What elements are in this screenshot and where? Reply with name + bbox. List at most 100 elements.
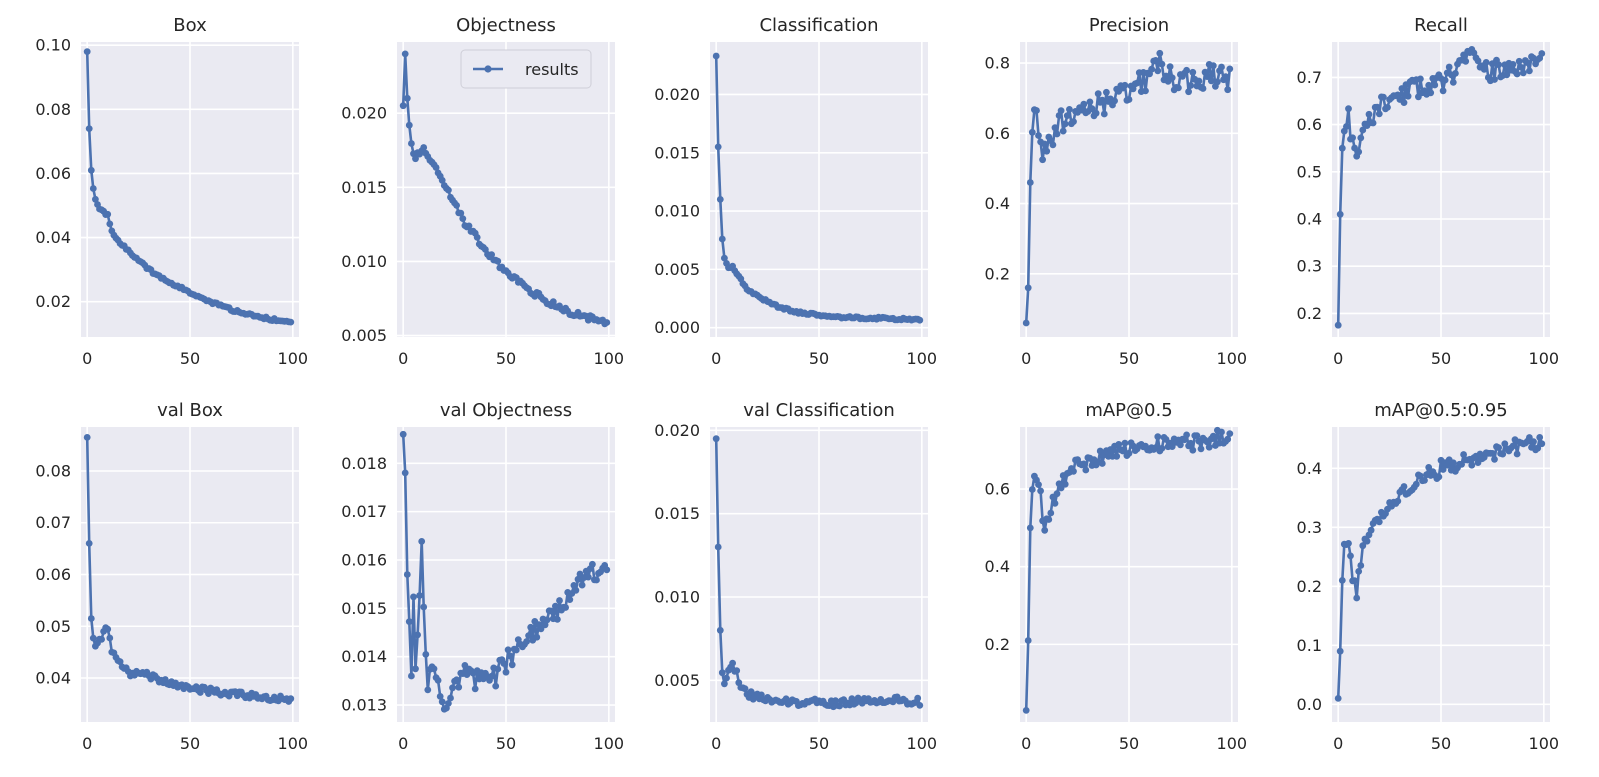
- data-point: [1491, 455, 1498, 463]
- x-tick-label: 50: [809, 734, 829, 753]
- data-point: [1369, 119, 1377, 127]
- data-point: [527, 623, 535, 631]
- data-point: [83, 434, 91, 441]
- data-point: [1033, 107, 1040, 114]
- data-point: [836, 702, 843, 710]
- data-point: [424, 686, 432, 694]
- data-point: [89, 634, 97, 642]
- data-point: [1495, 444, 1502, 451]
- x-tick-label: 0: [1021, 349, 1031, 368]
- data-point: [1425, 464, 1433, 471]
- panel-val-box: 0.04 0.05 0.06 0.07 0.08 0 50 100 val Box: [35, 400, 308, 753]
- data-point: [1367, 526, 1375, 534]
- y-tick-label: 0.016: [341, 550, 387, 569]
- chart-title: val Classification: [743, 400, 895, 421]
- data-point: [1400, 99, 1408, 106]
- data-point: [488, 672, 495, 680]
- data-point: [1519, 69, 1527, 77]
- data-point: [1059, 127, 1067, 135]
- data-point: [1334, 321, 1342, 329]
- data-point: [1142, 87, 1149, 95]
- x-tick-label: 100: [907, 349, 938, 368]
- data-point: [1482, 59, 1490, 66]
- data-point: [1024, 284, 1032, 292]
- data-point: [1189, 446, 1197, 454]
- data-point: [412, 155, 419, 163]
- data-point: [716, 196, 724, 203]
- data-point: [1222, 73, 1230, 80]
- data-point: [1183, 66, 1190, 74]
- data-point: [733, 667, 741, 674]
- data-point: [83, 48, 91, 55]
- data-point: [1524, 59, 1531, 66]
- data-point: [723, 674, 730, 682]
- x-tick-label: 100: [1217, 349, 1248, 368]
- y-tick-label: 0.020: [654, 421, 700, 440]
- data-point: [1355, 568, 1363, 575]
- data-point: [418, 538, 426, 545]
- x-tick-label: 50: [1119, 734, 1139, 753]
- x-tick-label: 100: [278, 349, 309, 368]
- data-point: [1061, 480, 1069, 488]
- data-point: [1154, 433, 1162, 441]
- panel-box: 0.02 0.04 0.06 0.08 0.10 0 50 100 Box: [35, 15, 308, 368]
- data-point: [1400, 483, 1408, 490]
- data-point: [447, 694, 454, 702]
- data-point: [1119, 447, 1127, 455]
- data-point: [1197, 445, 1205, 453]
- x-tick-label: 0: [711, 734, 721, 753]
- data-point: [408, 140, 415, 147]
- y-tick-label: 0.04: [35, 669, 71, 688]
- panel-precision: 0.2 0.4 0.6 0.8 0 50 100 Precision: [985, 15, 1248, 368]
- data-point: [1224, 86, 1232, 94]
- data-point: [584, 573, 592, 581]
- panel-val-objectness: 0.013 0.014 0.015 0.016 0.017 0.018 0 50 100 val …: [341, 400, 624, 753]
- data-point: [506, 652, 514, 660]
- chart-title: Classification: [759, 15, 878, 36]
- data-point: [1088, 105, 1096, 113]
- data-point: [1226, 65, 1234, 73]
- data-point: [1053, 130, 1061, 138]
- data-point: [1094, 90, 1102, 98]
- x-tick-label: 0: [398, 349, 408, 368]
- y-tick-label: 0.010: [654, 588, 700, 607]
- data-point: [1351, 577, 1358, 585]
- data-point: [1103, 88, 1110, 96]
- data-point: [1125, 96, 1133, 103]
- data-point: [436, 693, 444, 700]
- data-point: [572, 586, 580, 594]
- data-point: [718, 669, 726, 677]
- data-point: [1499, 450, 1507, 458]
- data-point: [104, 210, 112, 218]
- legend-box: [460, 49, 592, 89]
- data-point: [403, 94, 411, 102]
- data-point: [1491, 76, 1498, 83]
- data-point: [1421, 477, 1428, 484]
- data-point: [1412, 480, 1420, 488]
- legend-marker: [484, 65, 492, 73]
- x-tick-label: 0: [711, 349, 721, 368]
- data-point: [1070, 118, 1077, 125]
- y-tick-label: 0.0: [1297, 695, 1322, 714]
- data-point: [1462, 57, 1470, 65]
- data-point: [554, 616, 561, 623]
- data-point: [1175, 84, 1182, 92]
- panel-map-0-5: 0.2 0.4 0.6 0 50 100 mAP@0.5: [985, 400, 1248, 753]
- data-point: [1526, 67, 1533, 75]
- y-tick-label: 0.4: [985, 557, 1010, 576]
- data-point: [1156, 49, 1164, 57]
- data-point: [562, 604, 569, 611]
- data-point: [432, 164, 440, 171]
- y-tick-label: 0.4: [985, 194, 1010, 213]
- chart-title: Box: [173, 15, 207, 36]
- y-tick-label: 0.020: [654, 85, 700, 104]
- data-point: [1334, 695, 1342, 702]
- data-point: [399, 102, 407, 110]
- data-point: [1452, 70, 1459, 77]
- data-point: [1468, 461, 1476, 469]
- y-tick-label: 0.020: [341, 104, 387, 123]
- panel-val-classification: 0.005 0.010 0.015 0.020 0 50 100 val Classifica…: [654, 400, 937, 753]
- data-point: [1501, 440, 1509, 448]
- x-tick-label: 100: [594, 734, 625, 753]
- data-point: [578, 581, 586, 589]
